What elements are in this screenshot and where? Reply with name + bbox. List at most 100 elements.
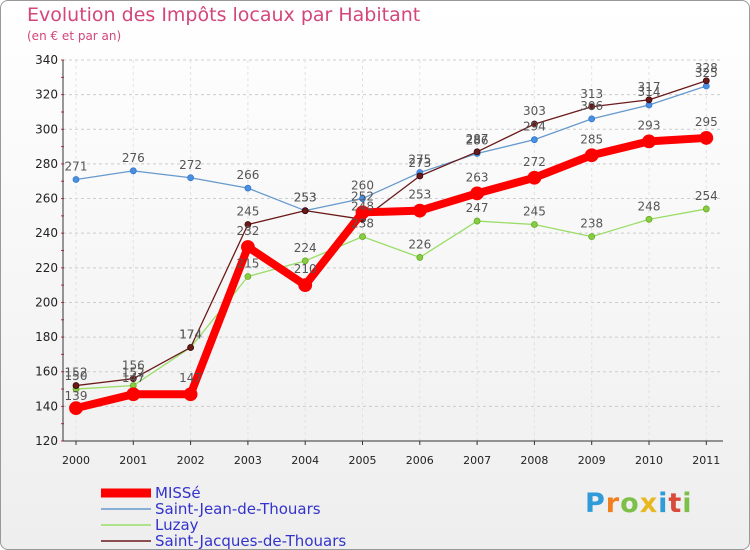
data-label: 253 <box>294 191 317 205</box>
x-tick-label: 2000 <box>62 454 90 467</box>
y-tick-label: 220 <box>35 261 58 275</box>
y-tick-label: 300 <box>35 122 58 136</box>
y-tick-label: 120 <box>35 434 58 448</box>
logo-letter: i <box>658 488 669 519</box>
series-line <box>75 133 707 412</box>
data-label: 247 <box>466 201 489 215</box>
data-label: 295 <box>695 115 718 129</box>
data-label: 314 <box>638 85 661 99</box>
data-point <box>244 273 252 280</box>
series-line <box>75 85 707 212</box>
data-point <box>531 120 538 128</box>
x-tick-label: 2005 <box>349 454 377 467</box>
legend-label: MISSé <box>155 484 201 502</box>
data-label: 147 <box>179 371 202 385</box>
data-point <box>645 96 653 104</box>
data-label: 253 <box>294 191 317 205</box>
x-tick-label: 2009 <box>578 454 606 467</box>
data-point <box>473 217 481 225</box>
data-label: 272 <box>523 155 546 169</box>
legend-label: Saint-Jacques-de-Thouars <box>155 532 346 550</box>
data-point <box>531 136 538 144</box>
x-tick-label: 2010 <box>635 454 663 467</box>
logo-letter: i <box>682 488 693 519</box>
data-point <box>359 233 366 241</box>
data-point <box>183 387 198 402</box>
data-label: 150 <box>65 369 88 383</box>
data-point <box>588 115 596 123</box>
data-label: 224 <box>294 241 317 255</box>
data-label: 152 <box>65 366 88 380</box>
data-label: 210 <box>294 262 317 276</box>
legend-label: Saint-Jean-de-Thouars <box>155 500 321 518</box>
data-label: 232 <box>236 224 259 238</box>
data-point <box>588 233 596 241</box>
data-point <box>69 401 83 415</box>
data-label: 266 <box>236 168 259 182</box>
data-point <box>588 103 596 111</box>
data-label: 252 <box>351 189 374 203</box>
data-label: 156 <box>122 359 145 373</box>
data-label: 294 <box>523 120 546 134</box>
data-point <box>244 184 252 192</box>
x-tick-label: 2006 <box>406 454 434 467</box>
data-label: 248 <box>638 199 661 213</box>
data-label: 245 <box>523 205 546 219</box>
y-tick-label: 320 <box>35 88 58 102</box>
data-point <box>240 240 255 254</box>
data-label: 317 <box>638 80 661 94</box>
data-point <box>531 221 538 228</box>
data-label: 286 <box>466 134 489 148</box>
y-tick-label: 140 <box>35 399 58 413</box>
data-label: 215 <box>236 256 259 270</box>
data-point <box>527 170 542 185</box>
data-label: 272 <box>179 158 202 172</box>
data-point <box>72 382 80 389</box>
data-point <box>244 221 252 228</box>
data-label: 254 <box>695 189 718 203</box>
data-point <box>470 186 485 201</box>
logo-letter: x <box>639 488 659 519</box>
data-point <box>72 176 80 183</box>
data-point <box>126 387 141 402</box>
data-label: 245 <box>236 205 259 219</box>
data-point <box>187 174 195 182</box>
x-tick-label: 2011 <box>692 454 720 467</box>
logo-letter: o <box>620 488 640 519</box>
data-point <box>645 215 653 223</box>
data-label: 263 <box>466 170 489 184</box>
data-label: 174 <box>179 327 202 341</box>
data-label: 285 <box>580 132 603 146</box>
data-point <box>699 131 714 145</box>
data-label: 276 <box>122 151 145 165</box>
y-tick-label: 340 <box>35 53 58 67</box>
x-tick-label: 2007 <box>463 454 491 467</box>
data-label: 238 <box>580 217 603 231</box>
data-label: 174 <box>179 327 202 341</box>
data-point <box>129 375 137 383</box>
data-point <box>301 207 309 215</box>
legend-label: Luzay <box>155 516 199 534</box>
data-label: 275 <box>408 153 431 167</box>
y-tick-label: 180 <box>35 330 58 344</box>
x-tick-label: 2003 <box>234 454 262 467</box>
logo-letter: r <box>605 488 621 519</box>
data-label: 147 <box>122 371 145 385</box>
logo-letter: P <box>585 488 606 519</box>
data-point <box>584 148 599 163</box>
chart-title: Evolution des Impôts locaux par Habitant <box>27 4 421 26</box>
data-label: 273 <box>408 156 431 170</box>
data-label: 271 <box>65 159 88 173</box>
data-point <box>642 134 656 149</box>
data-point <box>298 278 313 293</box>
data-point <box>187 344 195 351</box>
series-line <box>75 208 707 390</box>
x-tick-label: 2002 <box>177 454 205 467</box>
data-label: 303 <box>523 104 546 118</box>
data-point <box>301 257 309 265</box>
data-label: 306 <box>580 99 603 113</box>
data-label: 139 <box>65 389 88 403</box>
data-point <box>359 195 366 202</box>
